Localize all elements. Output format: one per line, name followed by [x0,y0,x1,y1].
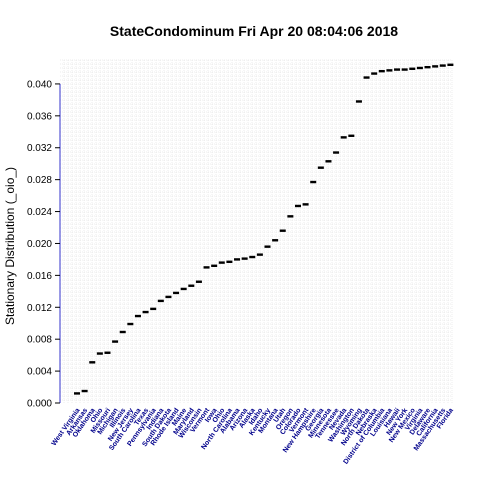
data-point [234,258,241,261]
data-point [157,299,164,303]
data-point [165,295,172,299]
data-point [96,352,103,355]
y-tick-label: 0.024 [27,207,52,218]
data-point [249,255,256,259]
data-point [272,239,279,242]
data-point [325,160,332,163]
data-point [119,330,126,334]
y-tick-label: 0.020 [27,239,52,250]
data-point [302,203,309,206]
data-point [340,136,347,139]
data-point [378,69,385,73]
data-point [81,389,88,393]
y-tick-label: 0.000 [27,399,52,410]
data-point [401,68,408,71]
data-point [173,291,180,295]
data-point [394,68,401,71]
data-point [371,72,378,75]
data-point [317,166,324,169]
data-point [287,215,294,218]
data-point [241,257,248,260]
data-point [226,260,233,264]
data-point [333,151,340,154]
y-tick-label: 0.016 [27,271,52,282]
y-tick-label: 0.032 [27,143,52,154]
data-point [218,261,225,264]
x-tick-labels: West VirginiaArkansasOklahomaOhioMissour… [51,407,455,466]
data-point [432,65,439,68]
y-tick-label: 0.004 [27,367,52,378]
data-point [447,63,454,66]
y-tick-label: 0.036 [27,111,52,122]
data-point [134,314,141,318]
data-point [439,64,446,67]
y-axis: 0.000 0.004 0.008 0.012 0.016 0.020 0.024 0.028… [27,79,61,410]
data-point [150,307,157,311]
data-point [279,229,286,232]
data-point [195,280,202,283]
data-point [74,392,80,395]
y-tick-label: 0.040 [27,79,52,90]
data-point [127,322,134,326]
data-point [211,264,218,267]
y-tick-label: 0.028 [27,175,52,186]
data-point [264,245,271,248]
data-point [142,310,149,314]
data-point [416,66,423,70]
data-point [294,204,301,208]
data-point [310,180,317,184]
data-point [424,65,431,69]
data-point [89,361,96,364]
y-tick-label: 0.008 [27,335,52,346]
chart-title: StateCondominum Fri Apr 20 08:04:06 2018 [110,23,398,39]
data-point [348,134,355,137]
data-points [74,63,454,395]
data-point [409,67,416,70]
data-point [203,266,210,269]
data-point [355,100,362,103]
y-axis-label: Stationary Distribution (_oio_) [3,167,17,325]
grid [60,59,453,403]
data-point [104,351,111,354]
data-point [363,76,370,79]
data-point [386,69,393,72]
data-point [188,284,195,287]
y-tick-label: 0.012 [27,303,52,314]
data-point [256,253,263,256]
data-point [112,340,119,343]
data-point [180,287,187,291]
